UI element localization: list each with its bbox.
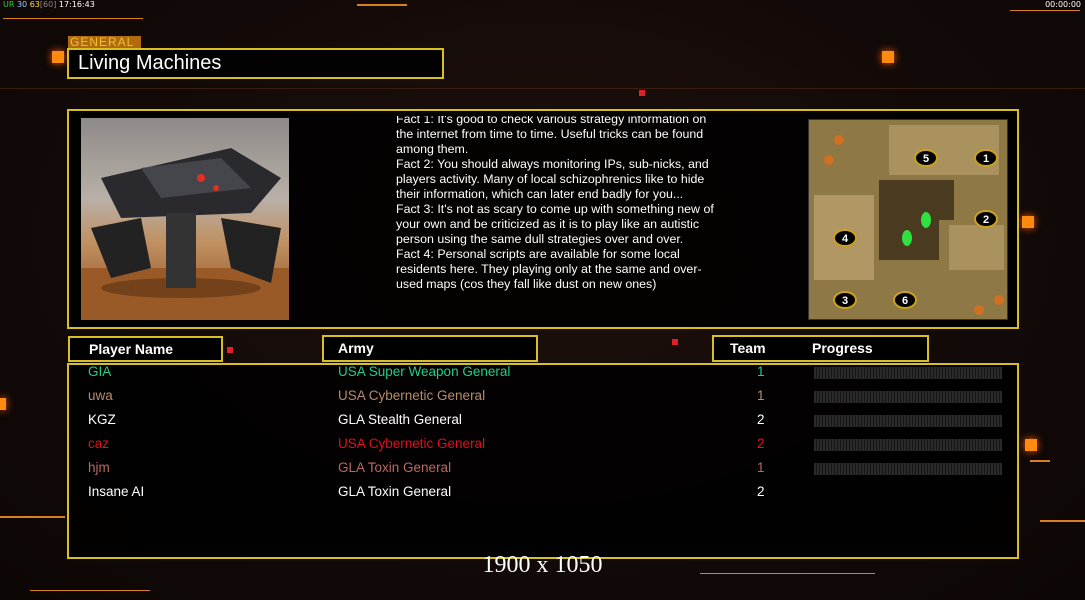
- start-position-6: 6: [902, 295, 908, 307]
- decor-square: [672, 339, 678, 345]
- decor-line: [30, 590, 150, 591]
- fact-4: Fact 4: Personal scripts are available f…: [396, 247, 702, 291]
- status-fps-limit: [60]: [39, 0, 57, 9]
- player-army: USA Cybernetic General: [338, 436, 486, 451]
- decor-line: [0, 88, 1085, 89]
- decor-square: [227, 347, 233, 353]
- resolution-label: 1900 x 1050: [482, 552, 603, 578]
- player-row: GIA USA Super Weapon General 1: [67, 364, 1019, 384]
- general-portrait: [81, 118, 289, 320]
- decor-square: [0, 398, 6, 410]
- status-ur: UR: [3, 0, 15, 9]
- player-name: hjm: [88, 460, 110, 475]
- fact-1: Fact 1: It's good to check various strat…: [396, 116, 707, 156]
- progress-bar: [814, 367, 1002, 379]
- start-position-4: 4: [842, 233, 849, 245]
- supply-icon: [902, 230, 912, 246]
- status-readout: UR 30 63[60] 17:16:43: [3, 0, 95, 9]
- column-header-player: Player Name: [68, 336, 223, 362]
- status-time: 17:16:43: [58, 0, 95, 9]
- start-position-3: 3: [842, 295, 848, 307]
- decor-square: [52, 51, 64, 63]
- decor-square: [882, 51, 894, 63]
- player-name: KGZ: [88, 412, 116, 427]
- status-fps: 63: [29, 0, 40, 9]
- fact-3: Fact 3: It's not as scary to come up wit…: [396, 202, 714, 246]
- supply-icon: [921, 212, 931, 228]
- player-team: 1: [757, 388, 765, 403]
- fact-2: Fact 2: You should always monitoring IPs…: [396, 157, 709, 201]
- decor-line: [357, 4, 407, 6]
- player-row: KGZ GLA Stealth General 2: [67, 412, 1019, 432]
- decor-square: [1022, 216, 1034, 228]
- decor-line: [1040, 520, 1085, 522]
- progress-bar: [814, 415, 1002, 427]
- game-clock: 00:00:00: [1045, 0, 1081, 9]
- progress-bar: [814, 391, 1002, 403]
- player-team: 2: [757, 436, 765, 451]
- player-name: GIA: [88, 364, 112, 379]
- player-army: USA Super Weapon General: [338, 364, 511, 379]
- player-team: 1: [757, 364, 765, 379]
- player-team: 1: [757, 460, 765, 475]
- progress-bar: [814, 439, 1002, 451]
- decor-line: [3, 18, 143, 19]
- player-army: GLA Toxin General: [338, 460, 452, 475]
- decor-square: [1025, 439, 1037, 451]
- start-position-1: 1: [983, 153, 989, 165]
- status-value: 30: [16, 0, 28, 9]
- column-header-team: Team: [730, 340, 766, 356]
- decor-square: [639, 90, 645, 96]
- player-army: USA Cybernetic General: [338, 388, 486, 403]
- player-name: caz: [88, 436, 110, 451]
- column-header-army: Army: [322, 335, 538, 362]
- category-label: GENERAL: [68, 36, 141, 48]
- progress-bar: [814, 463, 1002, 475]
- column-header-team-progress: Team Progress: [712, 335, 929, 362]
- player-name: Insane AI: [88, 484, 145, 499]
- player-row: hjm GLA Toxin General 1: [67, 460, 1019, 480]
- player-name: uwa: [88, 388, 113, 403]
- player-row: uwa USA Cybernetic General 1: [67, 388, 1019, 408]
- player-army: GLA Stealth General: [338, 412, 462, 427]
- player-team: 2: [757, 412, 765, 427]
- facts-text: Fact 1: It's good to check various strat…: [391, 116, 716, 320]
- decor-line: [700, 573, 875, 574]
- player-row: Insane AI GLA Toxin General 2: [67, 484, 1019, 504]
- map-preview: 1 2 3 4 5 6: [808, 119, 1008, 320]
- player-army: GLA Toxin General: [338, 484, 452, 499]
- decor-line: [1030, 460, 1050, 462]
- player-team: 2: [757, 484, 765, 499]
- decor-line: [0, 516, 65, 518]
- start-position-2: 2: [983, 214, 989, 226]
- column-header-progress: Progress: [812, 340, 873, 356]
- player-row: caz USA Cybernetic General 2: [67, 436, 1019, 456]
- decor-line: [1010, 10, 1080, 11]
- map-title: Living Machines: [67, 48, 444, 79]
- start-position-5: 5: [923, 153, 929, 165]
